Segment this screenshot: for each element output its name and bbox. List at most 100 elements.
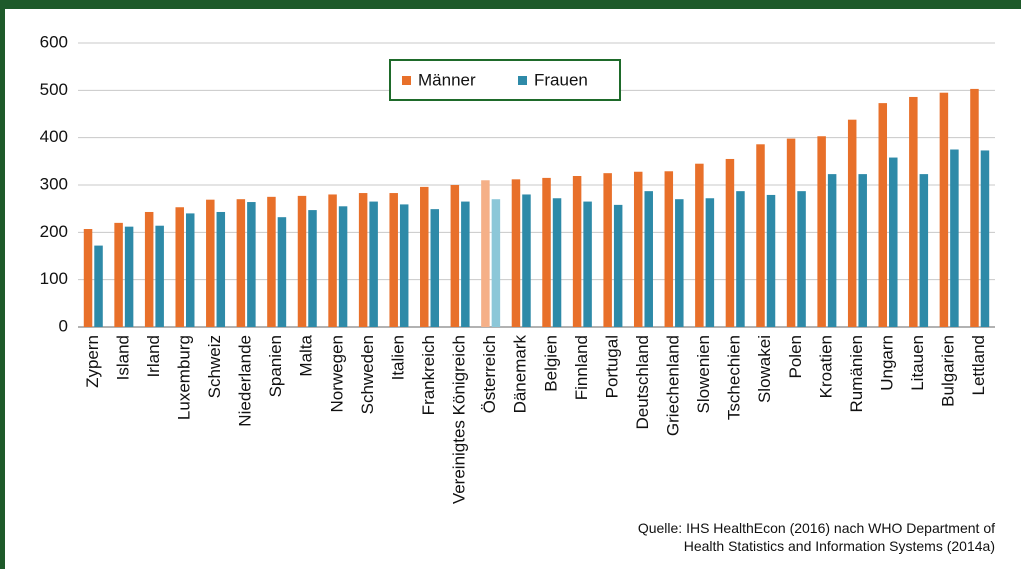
bar bbox=[144, 211, 154, 327]
bar bbox=[695, 163, 704, 327]
x-tick-label: Belgien bbox=[541, 335, 560, 392]
legend-label: Frauen bbox=[534, 70, 588, 89]
x-tick-label: Malta bbox=[297, 334, 316, 376]
x-tick-label: Deutschland bbox=[633, 335, 652, 430]
x-tick-label: Kroatien bbox=[816, 335, 835, 398]
x-tick-label: Griechenland bbox=[664, 335, 683, 436]
x-tick-label: Slowakei bbox=[755, 335, 774, 403]
x-tick-label: Italien bbox=[388, 335, 407, 380]
legend bbox=[389, 59, 621, 101]
y-tick-label: 100 bbox=[40, 269, 68, 288]
y-tick-label: 200 bbox=[40, 222, 68, 241]
bar bbox=[980, 150, 990, 327]
bar bbox=[358, 193, 368, 327]
bar bbox=[675, 199, 684, 327]
bar bbox=[399, 204, 409, 327]
x-tick-label: Spanien bbox=[266, 335, 285, 397]
bar bbox=[114, 222, 123, 327]
x-tick-label: Ungarn bbox=[878, 335, 897, 391]
top-border bbox=[0, 0, 1021, 9]
bar bbox=[736, 191, 745, 327]
x-tick-label: Litauen bbox=[908, 335, 927, 391]
bar bbox=[725, 158, 735, 327]
bar bbox=[297, 195, 307, 327]
bar bbox=[603, 173, 612, 327]
x-tick-label: Zypern bbox=[83, 335, 102, 388]
x-tick-label: Dänemark bbox=[511, 335, 530, 414]
left-border bbox=[0, 0, 5, 569]
bar bbox=[786, 138, 796, 327]
x-tick-label: Frankreich bbox=[419, 335, 438, 415]
bar bbox=[155, 225, 164, 327]
x-tick-label: Portugal bbox=[602, 335, 621, 398]
y-tick-label: 400 bbox=[40, 127, 68, 146]
bar bbox=[461, 201, 470, 327]
bar bbox=[889, 157, 898, 327]
x-tick-label: Finnland bbox=[572, 335, 591, 400]
x-tick-label: Bulgarien bbox=[939, 335, 958, 407]
bar bbox=[756, 144, 765, 327]
bar bbox=[858, 174, 867, 327]
bar bbox=[206, 199, 215, 327]
bar bbox=[308, 210, 317, 327]
bar bbox=[175, 207, 184, 327]
y-tick-label: 600 bbox=[40, 32, 68, 51]
bar bbox=[613, 204, 623, 327]
bar bbox=[797, 191, 806, 327]
bar bbox=[950, 149, 959, 327]
bar bbox=[481, 180, 490, 327]
bar bbox=[847, 119, 857, 328]
x-tick-label: Rumänien bbox=[847, 335, 866, 413]
legend-swatch bbox=[518, 76, 527, 85]
x-tick-label: Norwegen bbox=[327, 335, 346, 413]
bar bbox=[247, 202, 256, 327]
x-tick-label: Lettland bbox=[969, 335, 988, 396]
bar bbox=[919, 174, 929, 327]
bar bbox=[939, 92, 949, 327]
bar bbox=[369, 201, 378, 327]
source: Quelle: IHS HealthEcon (2016) nach WHO D… bbox=[638, 520, 995, 536]
bar bbox=[522, 194, 531, 327]
x-tick-label: Vereinigtes Königreich bbox=[450, 335, 469, 504]
bar bbox=[420, 186, 429, 327]
bar bbox=[491, 199, 501, 327]
x-tick-label: Irland bbox=[144, 335, 163, 378]
x-tick-label: Österreich bbox=[480, 335, 499, 413]
x-tick-label: Polen bbox=[786, 335, 805, 378]
bar bbox=[236, 199, 246, 327]
bar bbox=[267, 196, 276, 327]
bar bbox=[94, 245, 103, 327]
source: Health Statistics and Information System… bbox=[684, 538, 995, 554]
x-tick-label: Tschechien bbox=[725, 335, 744, 420]
y-tick-label: 0 bbox=[59, 316, 68, 335]
bar bbox=[572, 176, 582, 327]
y-tick-label: 500 bbox=[40, 80, 68, 99]
bar bbox=[328, 194, 337, 327]
bar bbox=[277, 217, 287, 327]
bar bbox=[124, 226, 134, 327]
bar bbox=[542, 177, 551, 327]
bar bbox=[511, 179, 521, 327]
bar bbox=[552, 198, 562, 327]
legend-label: Männer bbox=[418, 70, 476, 89]
x-tick-label: Niederlande bbox=[236, 335, 255, 427]
bar bbox=[817, 136, 826, 327]
bar bbox=[185, 213, 195, 327]
bar bbox=[389, 193, 398, 327]
bar bbox=[450, 185, 460, 327]
bar bbox=[909, 96, 918, 328]
bar bbox=[216, 211, 226, 327]
bar bbox=[583, 201, 592, 327]
bar bbox=[664, 171, 674, 327]
x-tick-label: Schweiz bbox=[205, 335, 224, 398]
bar bbox=[827, 174, 837, 327]
bar bbox=[970, 88, 979, 327]
y-tick-label: 300 bbox=[40, 174, 68, 193]
x-tick-label: Island bbox=[113, 335, 132, 380]
x-tick-label: Schweden bbox=[358, 335, 377, 414]
bar bbox=[766, 194, 776, 327]
bar bbox=[644, 191, 653, 327]
x-tick-label: Slowenien bbox=[694, 335, 713, 413]
bar bbox=[633, 171, 643, 327]
